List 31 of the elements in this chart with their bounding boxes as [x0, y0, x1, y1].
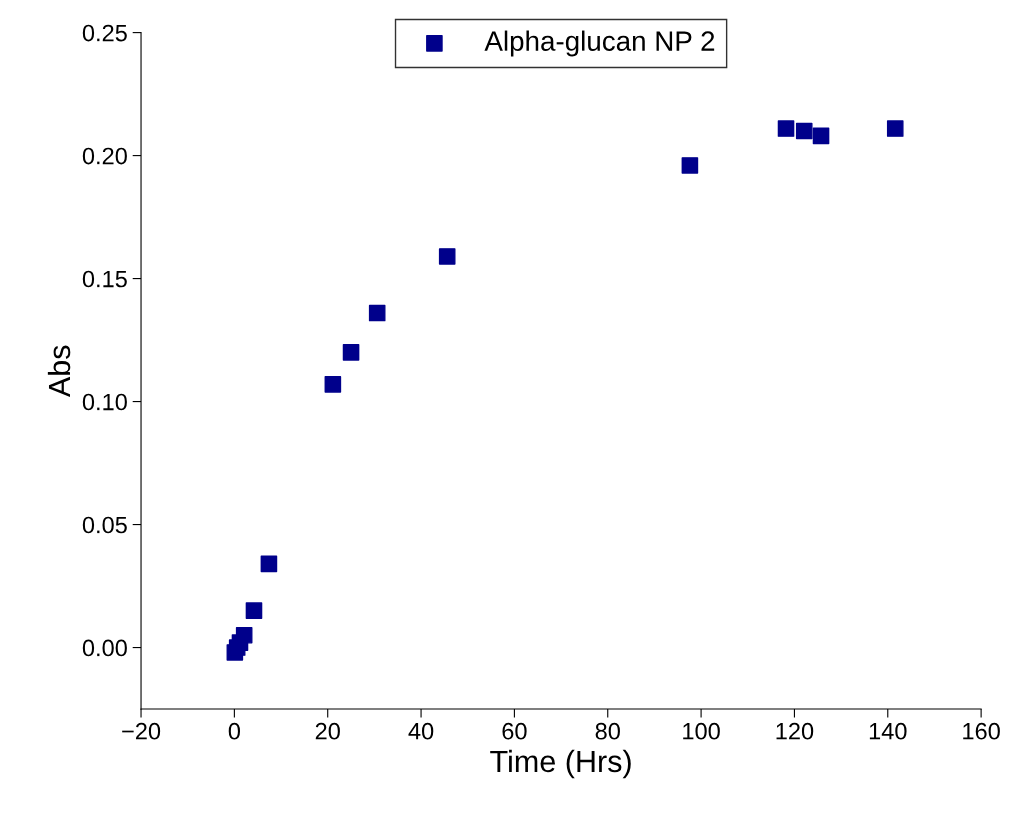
- y-tick-label: 0.25: [82, 24, 127, 42]
- x-tick-label: 80: [595, 722, 620, 740]
- point: [777, 120, 795, 137]
- y-tick-label: 0.00: [82, 639, 127, 657]
- point: [245, 602, 263, 619]
- point: [681, 157, 699, 174]
- point: [795, 122, 813, 140]
- x-tick-label: 40: [408, 722, 434, 740]
- x-tick-label: 140: [869, 722, 907, 740]
- x-tick-label: 0: [228, 722, 241, 740]
- x-tick-label: 100: [683, 722, 720, 740]
- y-tick-label: 0.10: [82, 393, 127, 411]
- x-tick-label: 160: [963, 722, 1000, 740]
- legend-label: Alpha-glucan NP 2: [484, 30, 715, 57]
- point: [324, 376, 342, 393]
- point: [886, 120, 904, 137]
- point: [235, 626, 253, 644]
- y-tick-label: 0.15: [82, 270, 127, 288]
- y-tick-label: 0.05: [82, 516, 127, 534]
- point: [438, 248, 456, 265]
- point: [812, 127, 830, 145]
- point: [368, 304, 386, 322]
- point: [260, 555, 278, 573]
- x-axis-title: Time (Hrs): [490, 749, 631, 779]
- x-tick-label: 20: [315, 722, 340, 740]
- x-tick-label: −20: [122, 722, 161, 740]
- x-tick-label: 60: [502, 722, 527, 740]
- point: [342, 344, 360, 361]
- x-tick-label: 120: [776, 722, 814, 740]
- y-tick-label: 0.20: [82, 147, 127, 165]
- y-axis-title: Abs: [47, 345, 71, 398]
